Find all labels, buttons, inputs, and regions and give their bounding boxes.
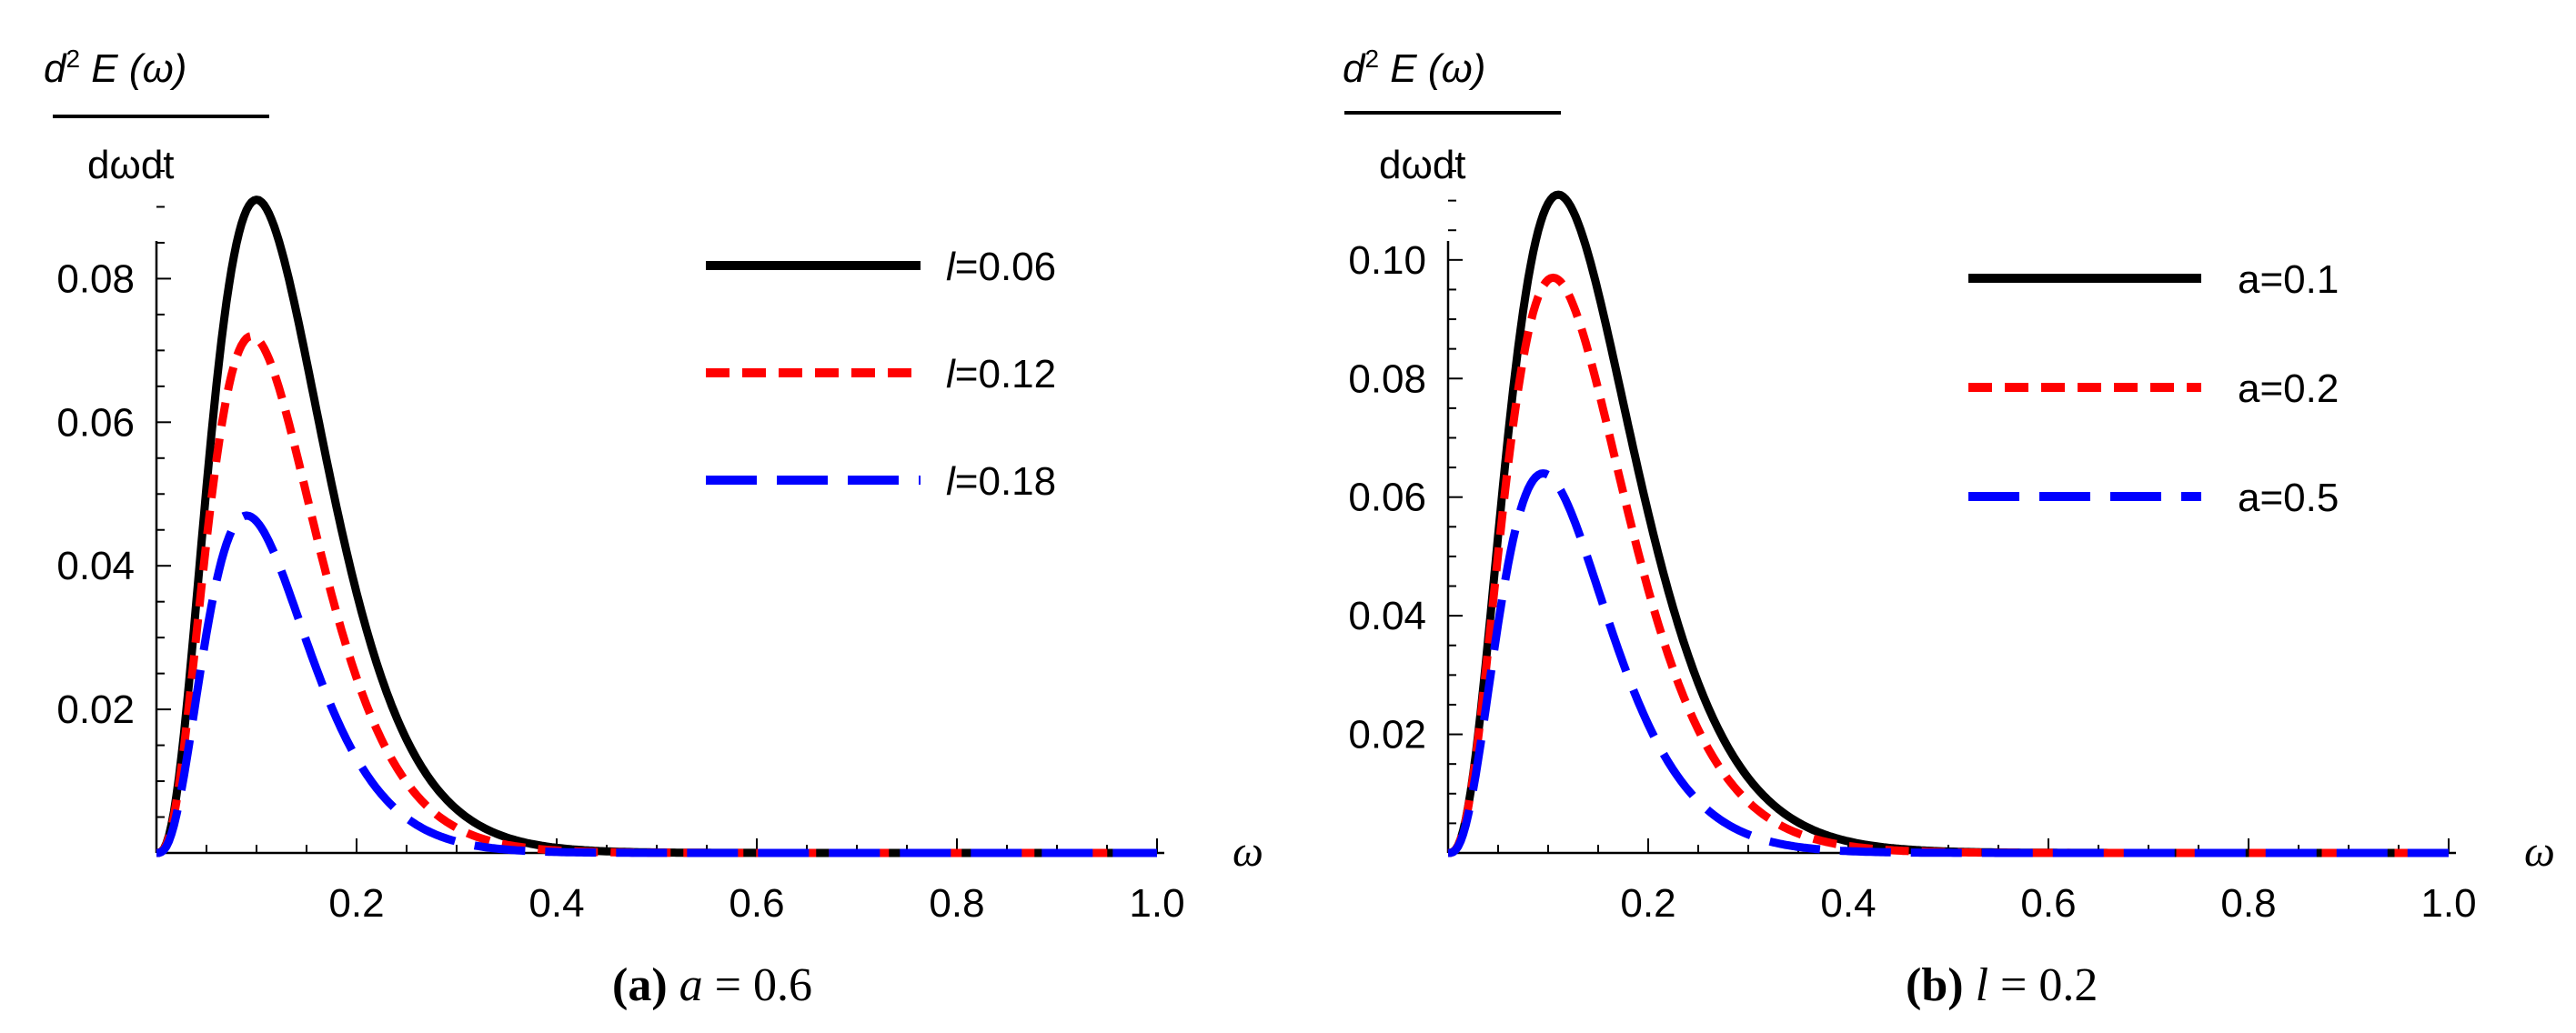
panel-b-legend-label-2: a=0.2 — [2238, 366, 2339, 411]
panel-a-legend-label-3: l=0.18 — [946, 459, 1056, 504]
panel-b-series-3-line — [1446, 469, 2450, 857]
panel-a-y-tick-label: 0.08 — [56, 256, 135, 301]
panel-b-ylabel-denominator: dωdt — [1379, 143, 1466, 187]
panel-a-legend-label-2: l=0.12 — [946, 352, 1056, 396]
panel-b-axes: 0.2 0.4 0.6 0.8 1.0 0.02 0.04 0.06 0.08 0.10 — [1348, 170, 2477, 926]
panel-a-y-tick-label: 0.06 — [56, 400, 135, 445]
panel-b-x-tick-label: 0.6 — [2020, 881, 2076, 926]
panel-a-legend-label-1: l=0.06 — [946, 245, 1056, 289]
panel-b-y-tick-label: 0.02 — [1348, 713, 1426, 757]
panel-b-legend-label-1: a=0.1 — [2238, 257, 2339, 302]
panel-a-curves — [155, 196, 1159, 857]
panel-a-x-tick-label: 0.8 — [929, 881, 984, 926]
panel-b-series-2-line — [1446, 273, 2450, 857]
panel-b-caption: (b) l = 0.2 — [1906, 959, 2098, 1011]
panel-b-y-tick-label: 0.06 — [1348, 476, 1426, 520]
panel-a-x-tick-label: 1.0 — [1129, 881, 1184, 926]
panel-a-x-tick-label: 0.6 — [729, 881, 784, 926]
panel-a-y-tick-label: 0.02 — [56, 687, 135, 732]
panel-a-ylabel-numerator: d2 E (ω) — [44, 45, 186, 91]
panel-b-x-tick-label: 1.0 — [2420, 881, 2476, 926]
panel-b-x-tick-label: 0.4 — [1820, 881, 1876, 926]
panel-a-ylabel-denominator: dωdt — [87, 143, 175, 187]
panel-b-x-tick-label: 0.8 — [2220, 881, 2276, 926]
panel-b-legend-label-3: a=0.5 — [2238, 476, 2339, 520]
panel-a-series-3-line — [155, 511, 1159, 857]
panel-b: d2 E (ω) dωdt 0.2 0.4 0.6 0.8 1.0 0.02 0.04 0.0… — [1343, 45, 2555, 1011]
panel-a-series-2-line — [155, 332, 1159, 857]
panel-b-y-tick-label: 0.08 — [1348, 356, 1426, 401]
panel-b-xlabel: ω — [2524, 827, 2555, 876]
panel-a-legend: l=0.06 l=0.12 l=0.18 — [706, 245, 1056, 504]
panel-b-curves — [1446, 190, 2450, 857]
panel-b-ylabel-numerator: d2 E (ω) — [1343, 45, 1485, 91]
panel-a-caption: (a) a = 0.6 — [612, 959, 812, 1011]
panel-b-y-tick-label: 0.04 — [1348, 594, 1426, 638]
panel-a-series-1-line — [155, 196, 1159, 857]
panel-b-legend: a=0.1 a=0.2 a=0.5 — [1968, 257, 2339, 520]
panel-a-x-tick-label: 0.4 — [528, 881, 584, 926]
panel-a-xlabel: ω — [1233, 827, 1263, 876]
panel-b-y-tick-label: 0.10 — [1348, 238, 1426, 283]
panel-a: d2 E (ω) dωdt 0.2 0.4 0.6 0.8 1.0 0.02 0.04 0.0… — [44, 45, 1263, 1011]
panel-b-x-tick-label: 0.2 — [1620, 881, 1675, 926]
panel-a-axes: 0.2 0.4 0.6 0.8 1.0 0.02 0.04 0.06 0.08 — [56, 170, 1185, 926]
panel-a-y-tick-label: 0.04 — [56, 544, 135, 588]
panel-a-x-tick-label: 0.2 — [328, 881, 384, 926]
